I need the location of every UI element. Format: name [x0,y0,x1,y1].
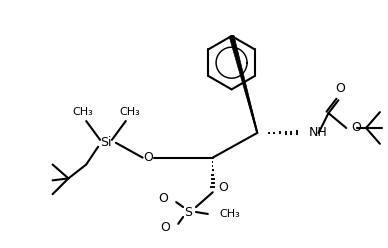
Text: O: O [351,122,361,134]
Text: CH₃: CH₃ [220,209,241,219]
Text: Si: Si [100,136,112,149]
Text: O: O [144,151,153,164]
Polygon shape [229,35,258,133]
Text: O: O [160,221,170,234]
Text: O: O [335,82,345,95]
Text: CH₃: CH₃ [120,107,140,117]
Text: O: O [219,181,229,194]
Text: NH: NH [309,126,327,139]
Text: CH₃: CH₃ [72,107,93,117]
Text: O: O [158,192,168,205]
Text: S: S [184,206,192,218]
